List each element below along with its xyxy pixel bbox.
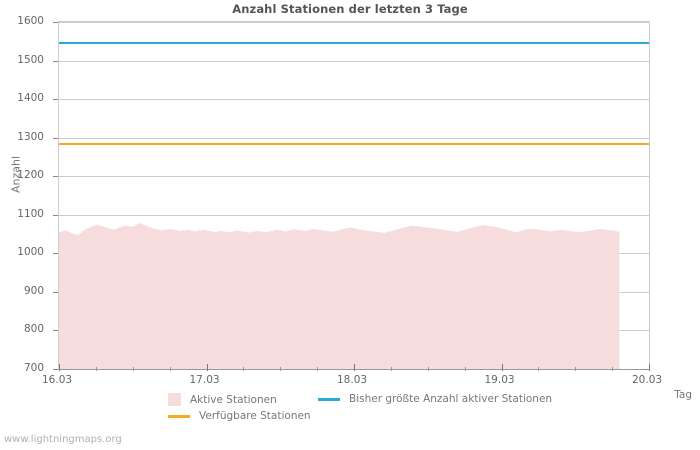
y-tick-label: 1200 bbox=[17, 169, 44, 182]
x-tick-minor bbox=[464, 367, 466, 371]
x-tick-mark bbox=[354, 364, 355, 371]
x-tick-minor bbox=[612, 367, 614, 371]
chart-title: Anzahl Stationen der letzten 3 Tage bbox=[232, 2, 468, 16]
legend-item-verfuegbare-stationen[interactable]: Verfügbare Stationen bbox=[168, 410, 311, 422]
legend-swatch-line-orange bbox=[168, 414, 190, 418]
y-tick-label: 800 bbox=[23, 323, 44, 336]
legend-label: Verfügbare Stationen bbox=[199, 410, 311, 422]
x-tick-minor bbox=[169, 367, 171, 371]
x-tick-label: 19.03 bbox=[484, 374, 515, 386]
x-tick-minor bbox=[132, 367, 134, 371]
x-axis-title: Tag bbox=[674, 389, 692, 401]
threshold-line-max bbox=[59, 42, 649, 45]
legend-label: Aktive Stationen bbox=[190, 393, 277, 406]
x-tick-label: 18.03 bbox=[337, 374, 368, 386]
legend-item-aktive-stationen[interactable]: Aktive Stationen bbox=[168, 393, 277, 406]
gridline bbox=[59, 60, 649, 62]
y-tick-mark bbox=[53, 369, 58, 370]
y-tick-mark bbox=[53, 99, 58, 101]
y-tick-label: 1600 bbox=[17, 15, 44, 27]
plot-area bbox=[58, 21, 650, 370]
legend-label: Bisher größte Anzahl aktiver Stationen bbox=[349, 393, 553, 405]
y-tick-mark bbox=[53, 291, 58, 293]
y-tick-label: 1300 bbox=[17, 130, 44, 143]
y-tick-label: 700 bbox=[23, 362, 44, 374]
y-tick-mark bbox=[53, 176, 58, 178]
x-tick-mark bbox=[501, 364, 503, 371]
x-tick-minor bbox=[95, 367, 97, 371]
y-tick-label: 1400 bbox=[17, 92, 44, 105]
x-tick-label: 17.03 bbox=[189, 374, 220, 386]
x-tick-minor bbox=[280, 367, 282, 371]
x-tick-minor bbox=[317, 367, 319, 371]
y-tick-mark bbox=[53, 137, 58, 139]
y-tick-label: 1000 bbox=[17, 246, 44, 259]
x-tick-mark bbox=[59, 364, 60, 371]
watermark: www.lightningmaps.org bbox=[4, 434, 122, 445]
y-tick-label: 900 bbox=[23, 284, 44, 297]
gridline bbox=[59, 99, 649, 101]
gridline bbox=[59, 176, 649, 178]
area-series-aktive-stationen bbox=[59, 223, 620, 369]
gridline bbox=[59, 22, 649, 23]
y-tick-label: 1500 bbox=[17, 53, 44, 66]
legend: Aktive Stationen Bisher größte Anzahl ak… bbox=[0, 393, 700, 427]
y-tick-mark bbox=[53, 60, 58, 62]
gridline bbox=[59, 137, 649, 139]
y-tick-mark bbox=[53, 214, 58, 216]
x-tick-mark bbox=[206, 364, 208, 371]
x-tick-minor bbox=[538, 367, 540, 371]
gridline bbox=[59, 214, 649, 216]
legend-swatch-area bbox=[168, 393, 181, 406]
x-tick-minor bbox=[575, 367, 577, 371]
x-tick-minor bbox=[427, 367, 429, 371]
y-tick-mark bbox=[53, 22, 58, 23]
threshold-line-available bbox=[59, 143, 649, 146]
y-tick-mark bbox=[53, 253, 58, 255]
legend-item-bisher-groesste-anzahl[interactable]: Bisher größte Anzahl aktiver Stationen bbox=[318, 393, 552, 405]
area-path bbox=[59, 223, 620, 369]
x-tick-minor bbox=[243, 367, 245, 371]
x-tick-label: 20.03 bbox=[632, 374, 663, 386]
y-tick-mark bbox=[53, 330, 58, 332]
legend-swatch-line-blue bbox=[318, 397, 340, 401]
y-tick-label: 1100 bbox=[17, 207, 44, 220]
x-tick-label: 16.03 bbox=[42, 374, 73, 386]
x-tick-mark bbox=[649, 364, 650, 371]
x-tick-minor bbox=[390, 367, 392, 371]
